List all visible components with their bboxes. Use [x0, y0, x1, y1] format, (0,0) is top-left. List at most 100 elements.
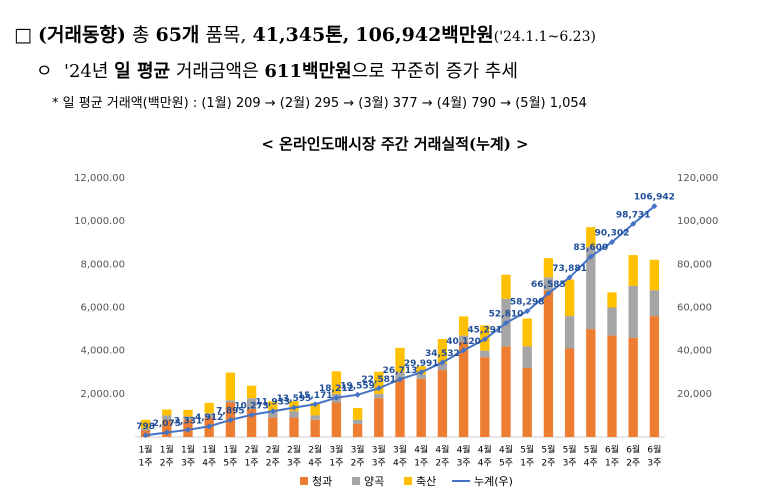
marker: [439, 359, 446, 366]
x-tick-label: 2주: [626, 458, 640, 469]
bar: [543, 290, 554, 437]
x-tick-label: 4월: [435, 444, 449, 456]
bar: [268, 417, 278, 437]
data-label: 19,559: [340, 381, 375, 391]
y-tick-label: 2,000.00: [80, 389, 125, 400]
bar: [628, 337, 638, 437]
x-tick-label: 5월: [520, 444, 534, 456]
x-tick-label: 5주: [499, 458, 513, 469]
data-label: 18,212: [319, 384, 354, 394]
bar: [501, 274, 511, 299]
marker: [227, 416, 234, 423]
heading: □ (거래동향) 총 65개 품목, 41,345톤, 106,942백만원('…: [14, 20, 596, 47]
x-tick-label: 6월: [647, 444, 661, 456]
x-tick-label: 1주: [414, 458, 428, 469]
s: 거래금액은: [175, 61, 259, 82]
bar: [140, 419, 151, 429]
s: 일 평균: [114, 61, 171, 82]
x-tick-label: 4주: [478, 458, 492, 469]
x-tick-label: 1주: [520, 458, 534, 469]
x-tick-label: 2주: [266, 458, 280, 469]
bar: [352, 419, 363, 425]
x-tick-label: 2월: [287, 444, 301, 456]
marker: [651, 203, 658, 210]
bar: [628, 255, 638, 286]
bar: [649, 316, 660, 437]
y2-tick-label: 40,000: [677, 346, 712, 357]
bar: [564, 316, 575, 349]
bar: [246, 398, 257, 409]
x-tick-label: 1월: [202, 444, 216, 456]
bar: [564, 279, 575, 317]
bar: [543, 277, 554, 291]
y2-tick-label: 60,000: [677, 303, 712, 314]
h: (거래동향): [38, 24, 126, 46]
x-tick-label: 3주: [287, 458, 301, 469]
bar: [586, 329, 596, 437]
bar: [268, 401, 278, 412]
bar: [310, 419, 320, 437]
bar: [162, 409, 172, 416]
bar: [522, 346, 532, 368]
marker: [397, 376, 403, 383]
y2-tick-label: 80,000: [677, 259, 712, 270]
bar: [628, 285, 638, 338]
data-label: 58,298: [510, 298, 545, 308]
bar: [331, 371, 342, 394]
data-label: 40,120: [446, 337, 481, 347]
bar: [395, 372, 405, 379]
x-tick-label: 3월: [329, 444, 343, 456]
x-tick-label: 5월: [563, 444, 577, 456]
h: 품목,: [205, 24, 247, 46]
bar: [246, 408, 257, 437]
bar: [607, 292, 617, 308]
bar: [458, 342, 469, 437]
bar: [310, 402, 320, 416]
bar: [225, 400, 236, 403]
x-tick-label: 1월: [223, 444, 237, 456]
x-tick-label: 2월: [245, 444, 259, 456]
data-label: 4,912: [195, 413, 223, 423]
data-label: 73,881: [552, 264, 587, 274]
x-tick-label: 4주: [393, 458, 407, 469]
marker: [375, 385, 382, 392]
bar: [374, 398, 384, 437]
bar: [649, 259, 660, 291]
marker: [291, 404, 297, 411]
bar: [649, 290, 660, 317]
marker: [185, 426, 191, 433]
bar: [395, 347, 405, 373]
note: * 일 평균 거래액(백만원) : (1월) 209 → (2월) 295 → …: [52, 96, 587, 111]
bar: [522, 318, 532, 347]
y2-tick-label: 100,000: [677, 216, 718, 227]
marker: [503, 320, 509, 327]
x-tick-label: 1월: [160, 444, 174, 456]
bar: [225, 372, 236, 401]
marker: [609, 239, 615, 246]
x-tick-label: 3주: [372, 458, 386, 469]
bar: [586, 247, 596, 330]
x-tick-label: 3주: [181, 458, 195, 469]
marker: [248, 411, 255, 418]
legend-swatch: [300, 477, 308, 485]
x-tick-label: 4월: [414, 444, 428, 456]
data-label: 90,302: [595, 229, 630, 239]
box: □: [14, 24, 32, 46]
bar: [416, 378, 426, 437]
x-tick-label: 5월: [584, 444, 598, 456]
data-label: 15,171: [298, 391, 333, 401]
marker: [142, 432, 149, 439]
data-label: 34,532: [425, 349, 460, 359]
bar: [437, 363, 448, 371]
bar: [501, 346, 511, 437]
s: 으로 꾸준히 증가 추세: [351, 61, 518, 82]
x-tick-label: 1주: [245, 458, 259, 469]
bar: [352, 407, 363, 420]
h: 65개: [155, 24, 200, 46]
bar: [289, 411, 299, 418]
bar: [374, 371, 384, 394]
y-tick-label: 12,000.00: [74, 173, 125, 184]
s: 611백만원: [264, 61, 352, 82]
data-label: 2,075: [153, 419, 181, 429]
